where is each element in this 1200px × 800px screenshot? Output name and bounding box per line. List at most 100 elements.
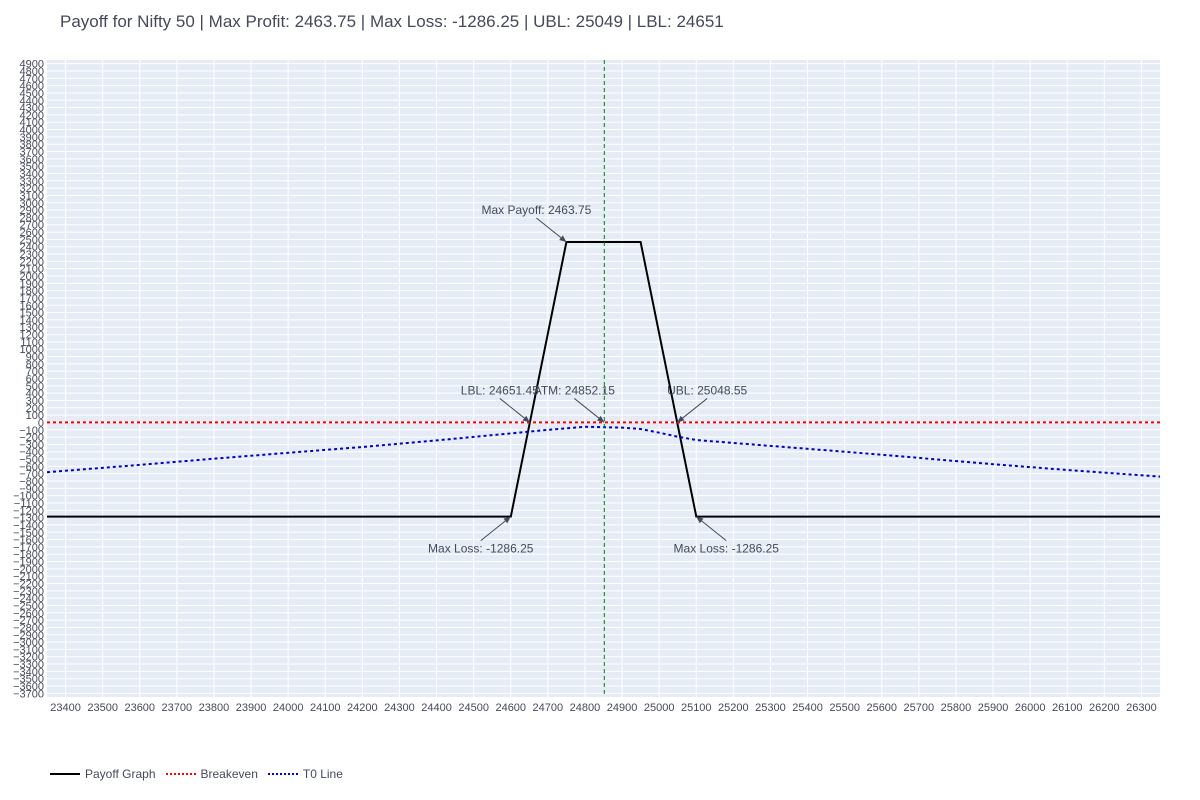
y-tick-label: 1600: [20, 300, 44, 312]
y-tick-label: −2900: [13, 630, 44, 642]
legend-swatch: [165, 773, 196, 775]
y-tick-label: −1100: [14, 498, 44, 510]
y-tick-label: −3600: [13, 681, 44, 693]
y-tick-label: −400: [19, 447, 44, 459]
y-tick-label: 1100: [20, 337, 44, 349]
y-tick-label: 2600: [20, 227, 44, 239]
x-tick-label: 24200: [347, 702, 378, 714]
y-tick-label: −600: [19, 461, 44, 473]
y-axis-ticks: −3700−3600−3500−3400−3300−3200−3100−3000…: [13, 59, 44, 701]
x-tick-label: 24400: [421, 702, 452, 714]
x-tick-label: 24500: [458, 702, 489, 714]
x-tick-label: 26200: [1089, 702, 1120, 714]
annotation-arrow: [676, 398, 708, 423]
x-tick-label: 26000: [1015, 702, 1046, 714]
y-tick-label: −2600: [13, 608, 44, 620]
y-tick-label: −1000: [13, 491, 44, 503]
legend-label: Breakeven: [200, 767, 258, 781]
y-tick-label: 4100: [20, 117, 44, 129]
y-tick-label: −200: [19, 432, 44, 444]
y-tick-label: −2200: [13, 579, 44, 591]
y-tick-label: −2000: [13, 564, 44, 576]
y-tick-label: −1800: [13, 549, 44, 561]
grid-lines: [47, 60, 1160, 697]
y-tick-label: −300: [19, 439, 44, 451]
y-tick-label: 1700: [20, 293, 44, 305]
x-tick-label: 24300: [384, 702, 415, 714]
legend-item-breakeven[interactable]: Breakeven: [165, 767, 258, 781]
y-tick-label: 1500: [20, 308, 44, 320]
annotation-arrow: [480, 516, 512, 541]
x-tick-label: 26300: [1126, 702, 1157, 714]
y-tick-label: 2300: [20, 249, 44, 261]
x-tick-label: 25000: [644, 702, 675, 714]
legend-label: T0 Line: [302, 767, 343, 781]
y-tick-label: 4600: [20, 81, 44, 93]
x-tick-label: 23500: [87, 702, 118, 714]
y-tick-label: 0: [38, 417, 44, 429]
x-tick-label: 25400: [792, 702, 823, 714]
y-tick-label: 2800: [20, 212, 44, 224]
legend-item-t0-line[interactable]: T0 Line: [267, 767, 343, 781]
y-tick-label: 900: [26, 352, 44, 364]
x-tick-label: 24700: [533, 702, 564, 714]
x-tick-label: 25800: [941, 702, 972, 714]
annotation-label: UBL: 25048.55: [667, 383, 747, 397]
x-tick-label: 25200: [718, 702, 749, 714]
annotation-label: LBL: 24651.45: [461, 383, 539, 397]
x-tick-label: 24100: [310, 702, 341, 714]
y-tick-label: 3300: [20, 176, 44, 188]
annotation-label: ATM: 24852.15: [534, 383, 615, 397]
y-tick-label: −900: [19, 483, 44, 495]
annotation-label: Max Loss: -1286.25: [674, 542, 780, 556]
y-tick-label: 3600: [20, 154, 44, 166]
y-tick-label: −1200: [13, 505, 44, 517]
y-tick-label: −2500: [13, 600, 44, 612]
legend-item-payoff-graph[interactable]: Payoff Graph: [50, 767, 156, 781]
annotation-arrow: [573, 398, 605, 423]
y-tick-label: 4000: [20, 125, 44, 137]
y-tick-label: 3700: [20, 147, 44, 159]
y-tick-label: −1600: [13, 535, 44, 547]
y-tick-label: 1900: [20, 278, 44, 290]
legend-swatch: [50, 773, 80, 775]
y-tick-label: −2300: [13, 586, 44, 598]
annotation-arrow: [499, 398, 531, 423]
x-tick-label: 25700: [904, 702, 935, 714]
x-tick-label: 24600: [495, 702, 526, 714]
y-tick-label: 800: [26, 359, 44, 371]
x-tick-label: 25300: [755, 702, 786, 714]
series-layer: [46, 60, 1161, 697]
annotation-arrow: [536, 217, 567, 243]
y-tick-label: 1000: [20, 344, 44, 356]
y-tick-label: 3000: [20, 198, 44, 210]
y-tick-label: 1300: [20, 322, 44, 334]
y-tick-label: −1400: [13, 520, 44, 532]
y-tick-label: −2400: [13, 593, 44, 605]
y-tick-label: 100: [26, 410, 44, 422]
y-tick-label: −100: [19, 425, 44, 437]
y-tick-label: −2800: [13, 622, 44, 634]
x-tick-label: 23700: [162, 702, 193, 714]
annotation-label: Max Loss: -1286.25: [428, 542, 534, 556]
y-tick-label: −800: [19, 476, 44, 488]
y-tick-label: −2100: [13, 571, 44, 583]
y-tick-label: 4300: [20, 103, 44, 115]
y-tick-label: 2100: [20, 264, 44, 276]
annotation-label: Max Payoff: 2463.75: [481, 203, 591, 217]
y-tick-label: 300: [26, 395, 44, 407]
y-tick-label: 200: [26, 403, 44, 415]
x-tick-label: 24000: [273, 702, 304, 714]
y-tick-label: 3800: [20, 139, 44, 151]
y-tick-label: 2700: [20, 220, 44, 232]
y-tick-label: 2200: [20, 256, 44, 268]
legend-swatch: [267, 773, 298, 775]
y-tick-label: 700: [26, 366, 44, 378]
y-tick-label: 4400: [20, 95, 44, 107]
y-tick-label: −3400: [13, 666, 44, 678]
y-tick-label: 4800: [20, 66, 44, 78]
y-tick-label: −1700: [13, 542, 44, 554]
y-tick-label: 1400: [20, 315, 44, 327]
y-tick-label: −1500: [13, 527, 44, 539]
